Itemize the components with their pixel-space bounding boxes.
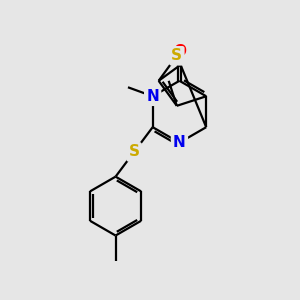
Text: O: O [173, 44, 186, 59]
Text: N: N [146, 89, 159, 104]
Text: N: N [173, 135, 186, 150]
Text: S: S [171, 48, 182, 63]
Text: S: S [129, 144, 140, 159]
